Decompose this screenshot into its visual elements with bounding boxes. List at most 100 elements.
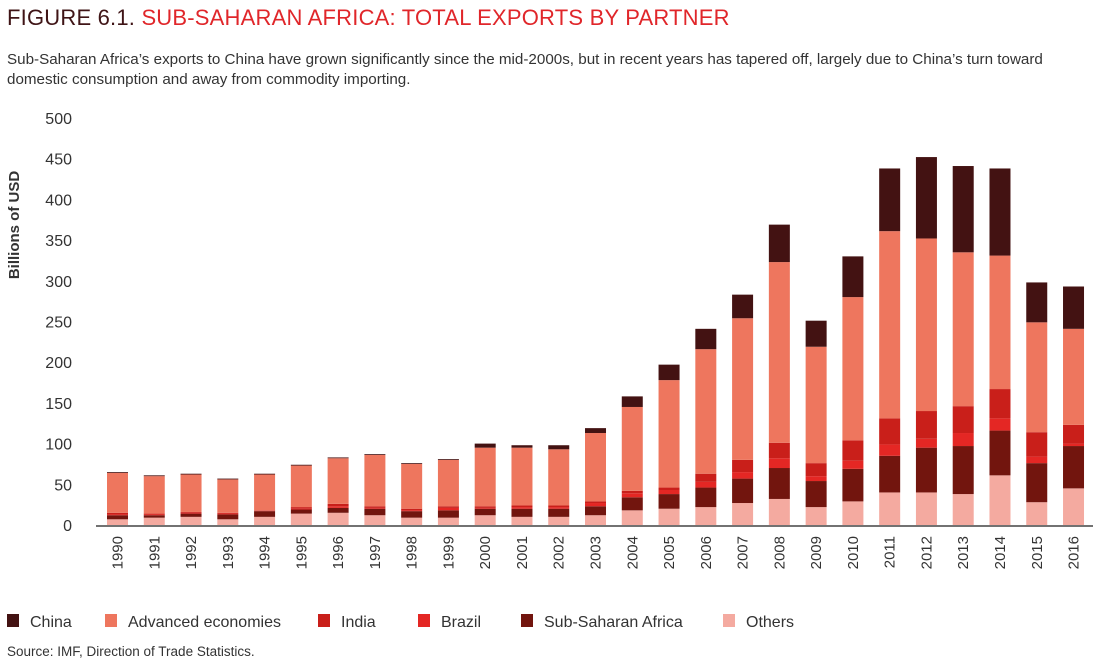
bar-segment-advanced-economies-2009 xyxy=(805,346,827,464)
y-tick-label: 100 xyxy=(45,437,72,454)
x-tick-label: 2008 xyxy=(771,536,788,569)
x-tick-label: 1999 xyxy=(440,536,457,569)
bar-segment-sub-saharan-africa-2015 xyxy=(1026,463,1048,503)
bar-segment-others-2016 xyxy=(1063,488,1085,525)
bar-segment-india-1997 xyxy=(364,506,386,508)
x-axis-labels: 1990 1991 1992 1993 1994 1995 1996 1997 1998 1999… xyxy=(110,536,1083,569)
x-tick-label: 2003 xyxy=(588,536,605,569)
bar-segment-sub-saharan-africa-1991 xyxy=(143,515,165,518)
bar-segment-india-2013 xyxy=(952,406,974,434)
bar-segment-brazil-2004 xyxy=(621,493,643,498)
bar-stack-1990 xyxy=(107,472,128,525)
y-tick-label: 0 xyxy=(63,518,72,535)
bar-segment-china-2009 xyxy=(805,320,827,347)
bar-segment-brazil-1990 xyxy=(107,514,128,516)
bar-segment-others-2010 xyxy=(842,501,864,525)
bar-segment-others-1991 xyxy=(143,517,165,525)
y-tick-label: 150 xyxy=(45,396,72,413)
x-tick-label: 1996 xyxy=(330,536,347,569)
bar-segment-china-2000 xyxy=(474,443,496,448)
bar-segment-brazil-1998 xyxy=(401,510,423,512)
bar-segment-sub-saharan-africa-2006 xyxy=(695,487,717,508)
bar-segment-india-2014 xyxy=(989,389,1011,419)
bar-segment-advanced-economies-1991 xyxy=(143,476,165,514)
bar-segment-sub-saharan-africa-2007 xyxy=(732,478,754,504)
bar-stack-2002 xyxy=(548,445,570,525)
bar-segment-china-2006 xyxy=(695,328,717,350)
bar-stack-1993 xyxy=(217,478,239,525)
bar-segment-china-2016 xyxy=(1063,286,1085,329)
legend-label: Others xyxy=(746,614,794,631)
bar-segment-advanced-economies-2008 xyxy=(768,262,790,443)
bar-segment-advanced-economies-1993 xyxy=(217,479,239,513)
y-tick-label: 300 xyxy=(45,274,72,291)
bar-segment-sub-saharan-africa-1996 xyxy=(327,507,349,513)
bar-segment-others-2000 xyxy=(474,515,496,525)
bar-segment-others-2001 xyxy=(511,516,533,525)
legend-item-sub-saharan-africa: Sub-Saharan Africa xyxy=(521,614,683,631)
bar-segment-brazil-2008 xyxy=(768,458,790,469)
bar-segment-china-2010 xyxy=(842,256,864,298)
bar-segment-sub-saharan-africa-1992 xyxy=(180,513,202,517)
bar-stack-2016 xyxy=(1063,286,1085,525)
bar-segment-others-2011 xyxy=(879,492,901,525)
y-tick-label: 350 xyxy=(45,233,72,250)
bar-segment-sub-saharan-africa-2001 xyxy=(511,508,533,517)
bar-segment-others-1998 xyxy=(401,517,423,525)
bar-segment-china-2004 xyxy=(621,396,643,407)
bar-segment-sub-saharan-africa-1993 xyxy=(217,514,239,520)
figure-title: FIGURE 6.1. SUB-SAHARAN AFRICA: TOTAL EX… xyxy=(7,5,730,31)
legend-item-brazil: Brazil xyxy=(418,614,481,631)
legend: China Advanced economies India Brazil Sub-Sa… xyxy=(7,614,794,631)
bar-segment-others-2005 xyxy=(658,508,680,525)
bar-segment-others-2003 xyxy=(585,515,607,525)
source-note: Source: IMF, Direction of Trade Statisti… xyxy=(7,644,255,659)
bar-segment-china-2002 xyxy=(548,445,570,450)
bar-segment-brazil-1999 xyxy=(437,507,459,511)
bar-segment-others-1992 xyxy=(180,516,202,525)
bar-segment-brazil-2016 xyxy=(1063,443,1085,447)
bar-segment-advanced-economies-1997 xyxy=(364,455,386,507)
x-tick-label: 2005 xyxy=(661,536,678,569)
legend-swatch xyxy=(105,614,117,627)
x-tick-label: 2007 xyxy=(735,536,752,569)
x-tick-label: 2016 xyxy=(1066,536,1083,569)
x-tick-label: 2013 xyxy=(955,536,972,569)
bar-segment-advanced-economies-2013 xyxy=(952,252,974,407)
x-tick-label: 1992 xyxy=(183,536,200,569)
bar-segment-india-1999 xyxy=(437,506,459,508)
y-tick-label: 450 xyxy=(45,152,72,169)
bar-segment-others-1990 xyxy=(107,519,128,525)
legend-label: Sub-Saharan Africa xyxy=(544,614,683,631)
bar-stack-2003 xyxy=(585,428,607,525)
bar-segment-sub-saharan-africa-2012 xyxy=(915,447,937,493)
bar-stack-1991 xyxy=(143,475,165,525)
bar-segment-advanced-economies-2015 xyxy=(1026,322,1048,433)
bar-segment-sub-saharan-africa-2010 xyxy=(842,468,864,502)
bar-segment-brazil-1993 xyxy=(217,513,239,515)
bar-segment-others-1995 xyxy=(290,513,312,525)
bar-segment-others-2015 xyxy=(1026,502,1048,525)
bar-segment-sub-saharan-africa-2014 xyxy=(989,430,1011,476)
bar-segment-china-1999 xyxy=(437,459,459,460)
figure-label: FIGURE 6.1. xyxy=(7,5,136,30)
bar-segment-india-2008 xyxy=(768,442,790,459)
legend-label: India xyxy=(341,614,376,631)
bar-segment-china-1998 xyxy=(401,463,423,464)
legend-swatch xyxy=(418,614,430,627)
legend-swatch xyxy=(723,614,735,627)
bar-segment-advanced-economies-2005 xyxy=(658,380,680,488)
bar-segment-india-2001 xyxy=(511,505,533,508)
bar-segment-others-2012 xyxy=(915,492,937,525)
x-tick-label: 2000 xyxy=(477,536,494,569)
bar-segment-india-1990 xyxy=(107,512,128,515)
x-tick-label: 1991 xyxy=(146,536,163,569)
bar-segment-india-2016 xyxy=(1063,424,1085,444)
bar-segment-china-1996 xyxy=(327,457,349,459)
bar-segment-sub-saharan-africa-2011 xyxy=(879,455,901,493)
bar-segment-others-1994 xyxy=(254,516,276,525)
bar-segment-sub-saharan-africa-1999 xyxy=(437,510,459,518)
bar-stack-2012 xyxy=(915,157,937,525)
bar-segment-india-2009 xyxy=(805,463,827,477)
bar-segment-china-2013 xyxy=(952,166,974,253)
